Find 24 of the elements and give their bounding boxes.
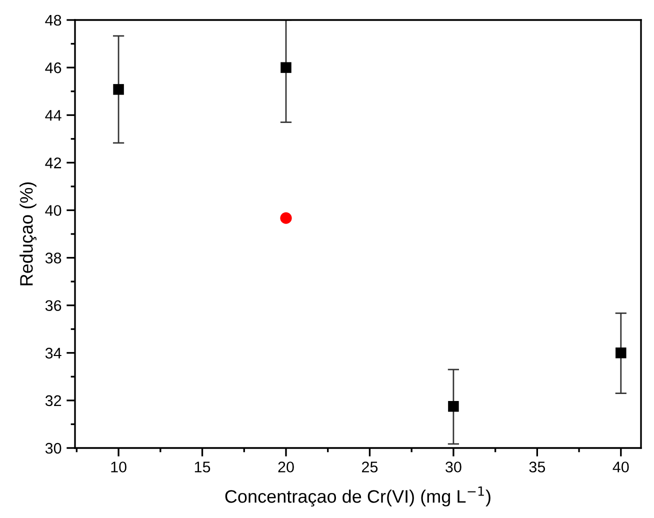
- y-tick-label: 38: [45, 252, 62, 264]
- y-tick-label: 30: [45, 442, 62, 454]
- point: [616, 348, 626, 358]
- x-tick-label: 30: [446, 462, 462, 472]
- x-tick-label: 10: [111, 462, 126, 472]
- x-tick-label: 35: [529, 462, 546, 472]
- y-tick-label: 34: [45, 348, 62, 359]
- x-tick-label: 25: [362, 462, 378, 472]
- y-tick-label: 46: [45, 62, 62, 74]
- point: [280, 212, 292, 224]
- x-axis-title: Concentraçao de Cr(VI) (mg L$^{−1}$): [225, 486, 490, 506]
- point: [448, 401, 459, 412]
- y-tick-label: 44: [45, 110, 62, 121]
- y-tick-label: 42: [45, 158, 62, 168]
- x-tick-label: 20: [278, 462, 294, 472]
- y-tick-label: 40: [45, 205, 62, 216]
- x-tick-label: 40: [612, 462, 629, 472]
- x-tick-label: 15: [194, 462, 210, 472]
- y-tick-label: 48: [45, 14, 62, 26]
- point: [280, 62, 292, 73]
- y-tick-label: 36: [45, 300, 62, 312]
- y-axis-title: Reduçao (%): [20, 182, 36, 286]
- point: [113, 84, 124, 95]
- y-tick-label: 32: [45, 395, 62, 406]
